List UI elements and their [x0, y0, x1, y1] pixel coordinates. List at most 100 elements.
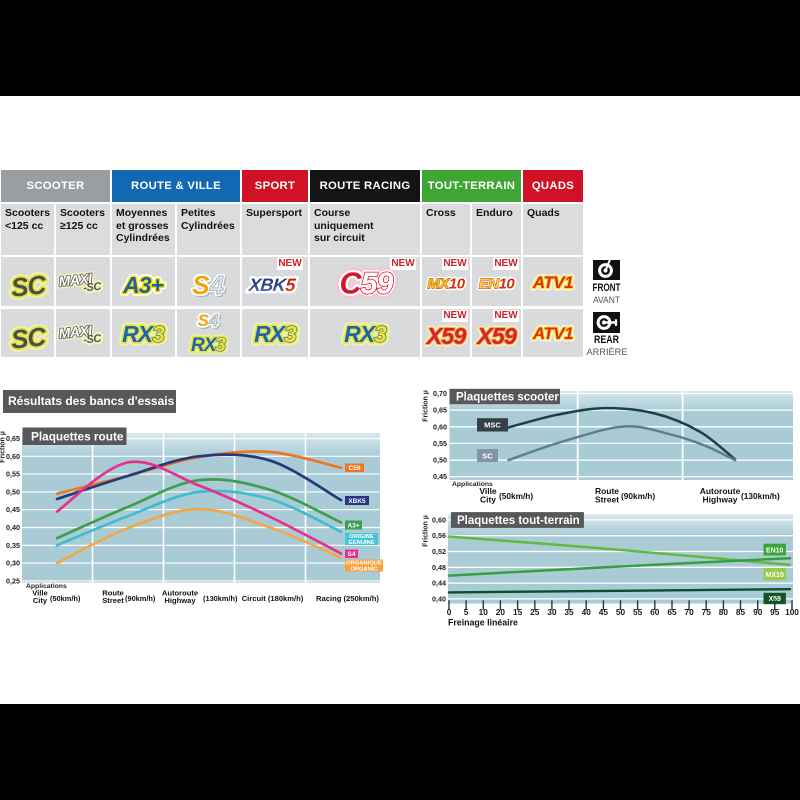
- svg-text:MX10: MX10: [766, 572, 784, 579]
- svg-text:Street: Street: [102, 596, 124, 605]
- svg-text:(90km/h): (90km/h): [621, 491, 655, 501]
- svg-text:Friction µ: Friction µ: [0, 431, 7, 463]
- svg-text:0,55: 0,55: [433, 439, 447, 448]
- svg-text:0,35: 0,35: [6, 541, 20, 550]
- svg-text:Autoroute: Autoroute: [700, 486, 741, 496]
- svg-text:Ville: Ville: [32, 589, 47, 598]
- svg-text:ARRIÈRE: ARRIÈRE: [587, 347, 628, 358]
- svg-text:35: 35: [564, 607, 574, 617]
- svg-text:45: 45: [599, 607, 609, 617]
- svg-text:RX3: RX3: [254, 321, 297, 347]
- svg-text:50: 50: [616, 607, 626, 617]
- svg-text:0,30: 0,30: [6, 559, 20, 568]
- svg-text:RX3: RX3: [122, 321, 165, 347]
- svg-text:0,70: 0,70: [433, 389, 447, 398]
- svg-text:55: 55: [633, 607, 643, 617]
- svg-text:FRONT: FRONT: [593, 282, 621, 294]
- svg-text:10: 10: [479, 607, 489, 617]
- svg-text:65: 65: [667, 607, 677, 617]
- svg-text:Plaquettes route: Plaquettes route: [31, 430, 124, 444]
- svg-text:-SC: -SC: [83, 333, 103, 347]
- svg-text:A3+: A3+: [122, 272, 163, 298]
- svg-text:MX10: MX10: [427, 276, 465, 293]
- svg-text:XBK5: XBK5: [348, 498, 366, 505]
- svg-text:X59: X59: [425, 323, 467, 349]
- svg-text:S4: S4: [198, 311, 219, 330]
- svg-text:RX3: RX3: [122, 321, 165, 347]
- svg-text:EN10: EN10: [479, 276, 516, 293]
- svg-text:Circuit (180km/h): Circuit (180km/h): [242, 594, 304, 603]
- svg-text:Street: Street: [595, 495, 619, 505]
- svg-text:0: 0: [447, 607, 452, 617]
- svg-text:30: 30: [547, 607, 557, 617]
- svg-text:0,50: 0,50: [6, 487, 20, 496]
- svg-text:90: 90: [753, 607, 763, 617]
- svg-text:0,60: 0,60: [6, 452, 20, 461]
- svg-text:(50km/h): (50km/h): [50, 594, 81, 603]
- svg-text:0,50: 0,50: [433, 456, 447, 465]
- svg-text:AVANT: AVANT: [593, 295, 620, 306]
- svg-text:X59: X59: [475, 323, 517, 349]
- svg-text:SC: SC: [9, 269, 48, 303]
- svg-text:0,65: 0,65: [433, 406, 447, 415]
- svg-text:ATV1: ATV1: [532, 273, 573, 292]
- svg-text:EN10: EN10: [479, 276, 516, 293]
- svg-text:X59: X59: [425, 323, 467, 349]
- svg-text:X59: X59: [768, 596, 781, 603]
- svg-text:MAXI: MAXI: [58, 322, 94, 342]
- svg-text:0,65: 0,65: [6, 434, 20, 443]
- svg-text:95: 95: [770, 607, 780, 617]
- svg-text:-SC: -SC: [83, 281, 103, 295]
- svg-text:20: 20: [496, 607, 506, 617]
- svg-text:80: 80: [719, 607, 729, 617]
- svg-text:5: 5: [464, 607, 469, 617]
- svg-text:RX3: RX3: [191, 335, 226, 356]
- svg-text:0,55: 0,55: [6, 470, 20, 479]
- svg-text:S4: S4: [192, 270, 224, 300]
- svg-text:-SC: -SC: [83, 281, 103, 295]
- svg-text:EN10: EN10: [766, 547, 784, 554]
- svg-text:Route: Route: [102, 589, 124, 598]
- svg-text:0,60: 0,60: [432, 515, 446, 524]
- svg-text:GENUINE: GENUINE: [348, 540, 375, 546]
- svg-text:ATV1: ATV1: [532, 324, 573, 343]
- svg-text:MAXI: MAXI: [58, 270, 94, 290]
- svg-text:C59: C59: [340, 267, 394, 301]
- svg-text:C59: C59: [349, 465, 361, 472]
- svg-text:60: 60: [650, 607, 660, 617]
- svg-text:Applications: Applications: [452, 481, 493, 488]
- svg-text:S4: S4: [194, 272, 226, 302]
- svg-text:X59: X59: [475, 323, 517, 349]
- svg-text:0,52: 0,52: [432, 547, 446, 556]
- svg-text:Friction µ: Friction µ: [423, 390, 430, 422]
- svg-text:0,44: 0,44: [432, 579, 446, 588]
- svg-text:C59: C59: [340, 267, 394, 301]
- svg-text:Ville: Ville: [479, 486, 497, 496]
- svg-text:(50km/h): (50km/h): [499, 491, 533, 501]
- svg-text:A3+: A3+: [122, 272, 163, 298]
- svg-text:Racing (250km/h): Racing (250km/h): [316, 594, 379, 603]
- svg-text:0,48: 0,48: [432, 563, 446, 572]
- svg-text:S4: S4: [198, 311, 219, 330]
- svg-text:Applications: Applications: [26, 583, 67, 590]
- svg-text:0,40: 0,40: [432, 594, 446, 603]
- svg-text:RX3: RX3: [191, 335, 226, 356]
- svg-text:0,60: 0,60: [433, 422, 447, 431]
- svg-text:City: City: [33, 596, 48, 605]
- svg-text:-SC: -SC: [83, 333, 103, 347]
- svg-text:40: 40: [582, 607, 592, 617]
- svg-text:S4: S4: [192, 270, 224, 300]
- svg-text:REAR: REAR: [594, 334, 619, 346]
- svg-text:ORIGINE: ORIGINE: [349, 534, 374, 540]
- svg-text:75: 75: [702, 607, 712, 617]
- svg-text:RX3: RX3: [344, 321, 387, 347]
- svg-text:RX3: RX3: [254, 321, 297, 347]
- svg-text:C59: C59: [340, 267, 394, 301]
- svg-text:0,45: 0,45: [433, 472, 447, 481]
- svg-text:XBK5: XBK5: [247, 275, 298, 295]
- svg-text:S4: S4: [199, 313, 220, 332]
- svg-text:RX3: RX3: [254, 321, 297, 347]
- svg-text:25: 25: [530, 607, 540, 617]
- svg-text:100: 100: [785, 607, 799, 617]
- svg-text:15: 15: [513, 607, 523, 617]
